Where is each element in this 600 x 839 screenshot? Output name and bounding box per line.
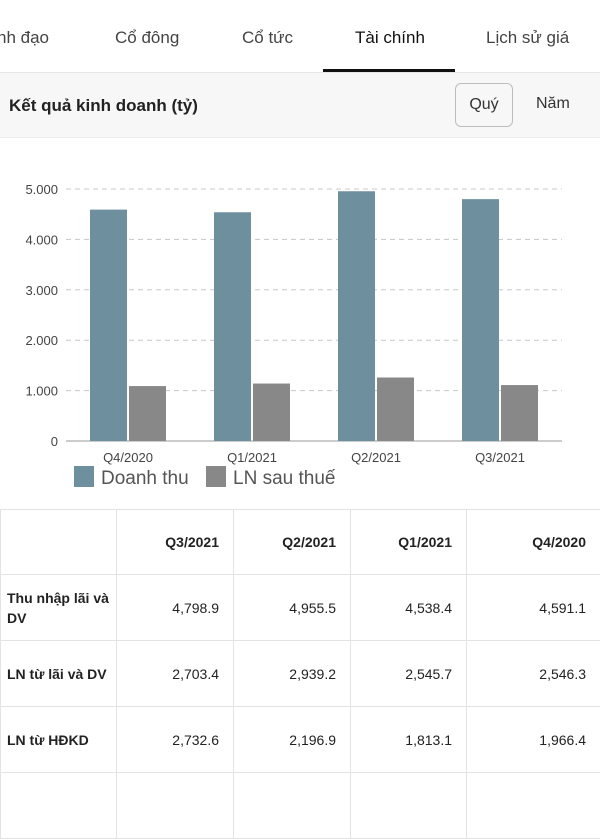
table-cell (234, 773, 351, 839)
table-row-partial (1, 773, 600, 839)
year-toggle-button[interactable]: Năm (536, 95, 570, 113)
table-header-cell: Q3/2021 (117, 510, 234, 575)
table-cell (117, 773, 234, 839)
table-row: LN từ lãi và DV 2,703.4 2,939.2 2,545.7 … (1, 641, 600, 707)
bar-revenue (338, 191, 375, 441)
table-cell: 4,798.9 (117, 575, 234, 641)
legend-item-revenue: Doanh thu (74, 466, 189, 490)
financial-table: Q3/2021 Q2/2021 Q1/2021 Q4/2020 Thu nhập… (0, 509, 600, 839)
legend-label-profit: LN sau thuế (233, 468, 335, 489)
tab-bar: nh đạo Cổ đông Cổ tức Tài chính Lịch sử … (0, 0, 600, 73)
legend-swatch-revenue (74, 466, 94, 487)
table-header-cell: Q2/2021 (234, 510, 351, 575)
tab-shareholders[interactable]: Cổ đông (115, 28, 179, 48)
row-label (1, 773, 117, 839)
tab-dividends[interactable]: Cổ tức (242, 28, 293, 48)
legend-item-profit: LN sau thuế (206, 466, 335, 490)
tab-price-history[interactable]: Lịch sử giá (486, 28, 569, 48)
bar-revenue (90, 210, 127, 441)
bar-revenue (462, 199, 499, 441)
table-cell: 4,955.5 (234, 575, 351, 641)
table-cell: 2,939.2 (234, 641, 351, 707)
x-tick-label: Q1/2021 (227, 450, 277, 465)
y-tick-label: 5.000 (25, 182, 58, 197)
section-title: Kết quả kinh doanh (tỷ) (9, 96, 198, 116)
quarter-toggle-button[interactable]: Quý (455, 83, 513, 127)
x-tick-label: Q3/2021 (475, 450, 525, 465)
table-row: LN từ HĐKD 2,732.6 2,196.9 1,813.1 1,966… (1, 707, 600, 773)
table-header-empty (1, 510, 117, 575)
y-tick-label: 2.000 (25, 333, 58, 348)
table-header-row: Q3/2021 Q2/2021 Q1/2021 Q4/2020 (1, 510, 600, 575)
table-cell: 2,545.7 (351, 641, 467, 707)
table-header-cell: Q4/2020 (467, 510, 600, 575)
section-header: Kết quả kinh doanh (tỷ) Quý Năm (0, 73, 600, 138)
table-cell: 2,703.4 (117, 641, 234, 707)
row-label: LN từ HĐKD (1, 707, 117, 773)
y-tick-label: 4.000 (25, 232, 58, 247)
legend-label-revenue: Doanh thu (101, 468, 189, 489)
active-tab-indicator (323, 69, 455, 72)
bar-profit (253, 384, 290, 441)
table-cell: 1,813.1 (351, 707, 467, 773)
table-cell (467, 773, 600, 839)
tab-leadership[interactable]: nh đạo (0, 28, 49, 48)
row-label: LN từ lãi và DV (1, 641, 117, 707)
bar-profit (377, 377, 414, 441)
row-label: Thu nhập lãi và DV (1, 575, 117, 641)
y-tick-label: 0 (51, 434, 58, 449)
table-cell: 2,732.6 (117, 707, 234, 773)
y-tick-label: 1.000 (25, 384, 58, 399)
table-row: Thu nhập lãi và DV 4,798.9 4,955.5 4,538… (1, 575, 600, 641)
table-cell: 2,196.9 (234, 707, 351, 773)
table-header-cell: Q1/2021 (351, 510, 467, 575)
y-tick-label: 3.000 (25, 283, 58, 298)
x-tick-label: Q4/2020 (103, 450, 153, 465)
legend-swatch-profit (206, 466, 226, 487)
business-results-chart: 0 1.000 2.000 3.000 4.000 5.000 Q4/2020 Q1/2021… (0, 170, 600, 470)
table-cell: 4,538.4 (351, 575, 467, 641)
table-cell: 1,966.4 (467, 707, 600, 773)
table-cell: 2,546.3 (467, 641, 600, 707)
table-cell: 4,591.1 (467, 575, 600, 641)
x-tick-label: Q2/2021 (351, 450, 401, 465)
table-cell (351, 773, 467, 839)
bar-profit (501, 385, 538, 441)
bar-profit (129, 386, 166, 441)
bar-revenue (214, 212, 251, 441)
tab-financials[interactable]: Tài chính (355, 28, 425, 48)
